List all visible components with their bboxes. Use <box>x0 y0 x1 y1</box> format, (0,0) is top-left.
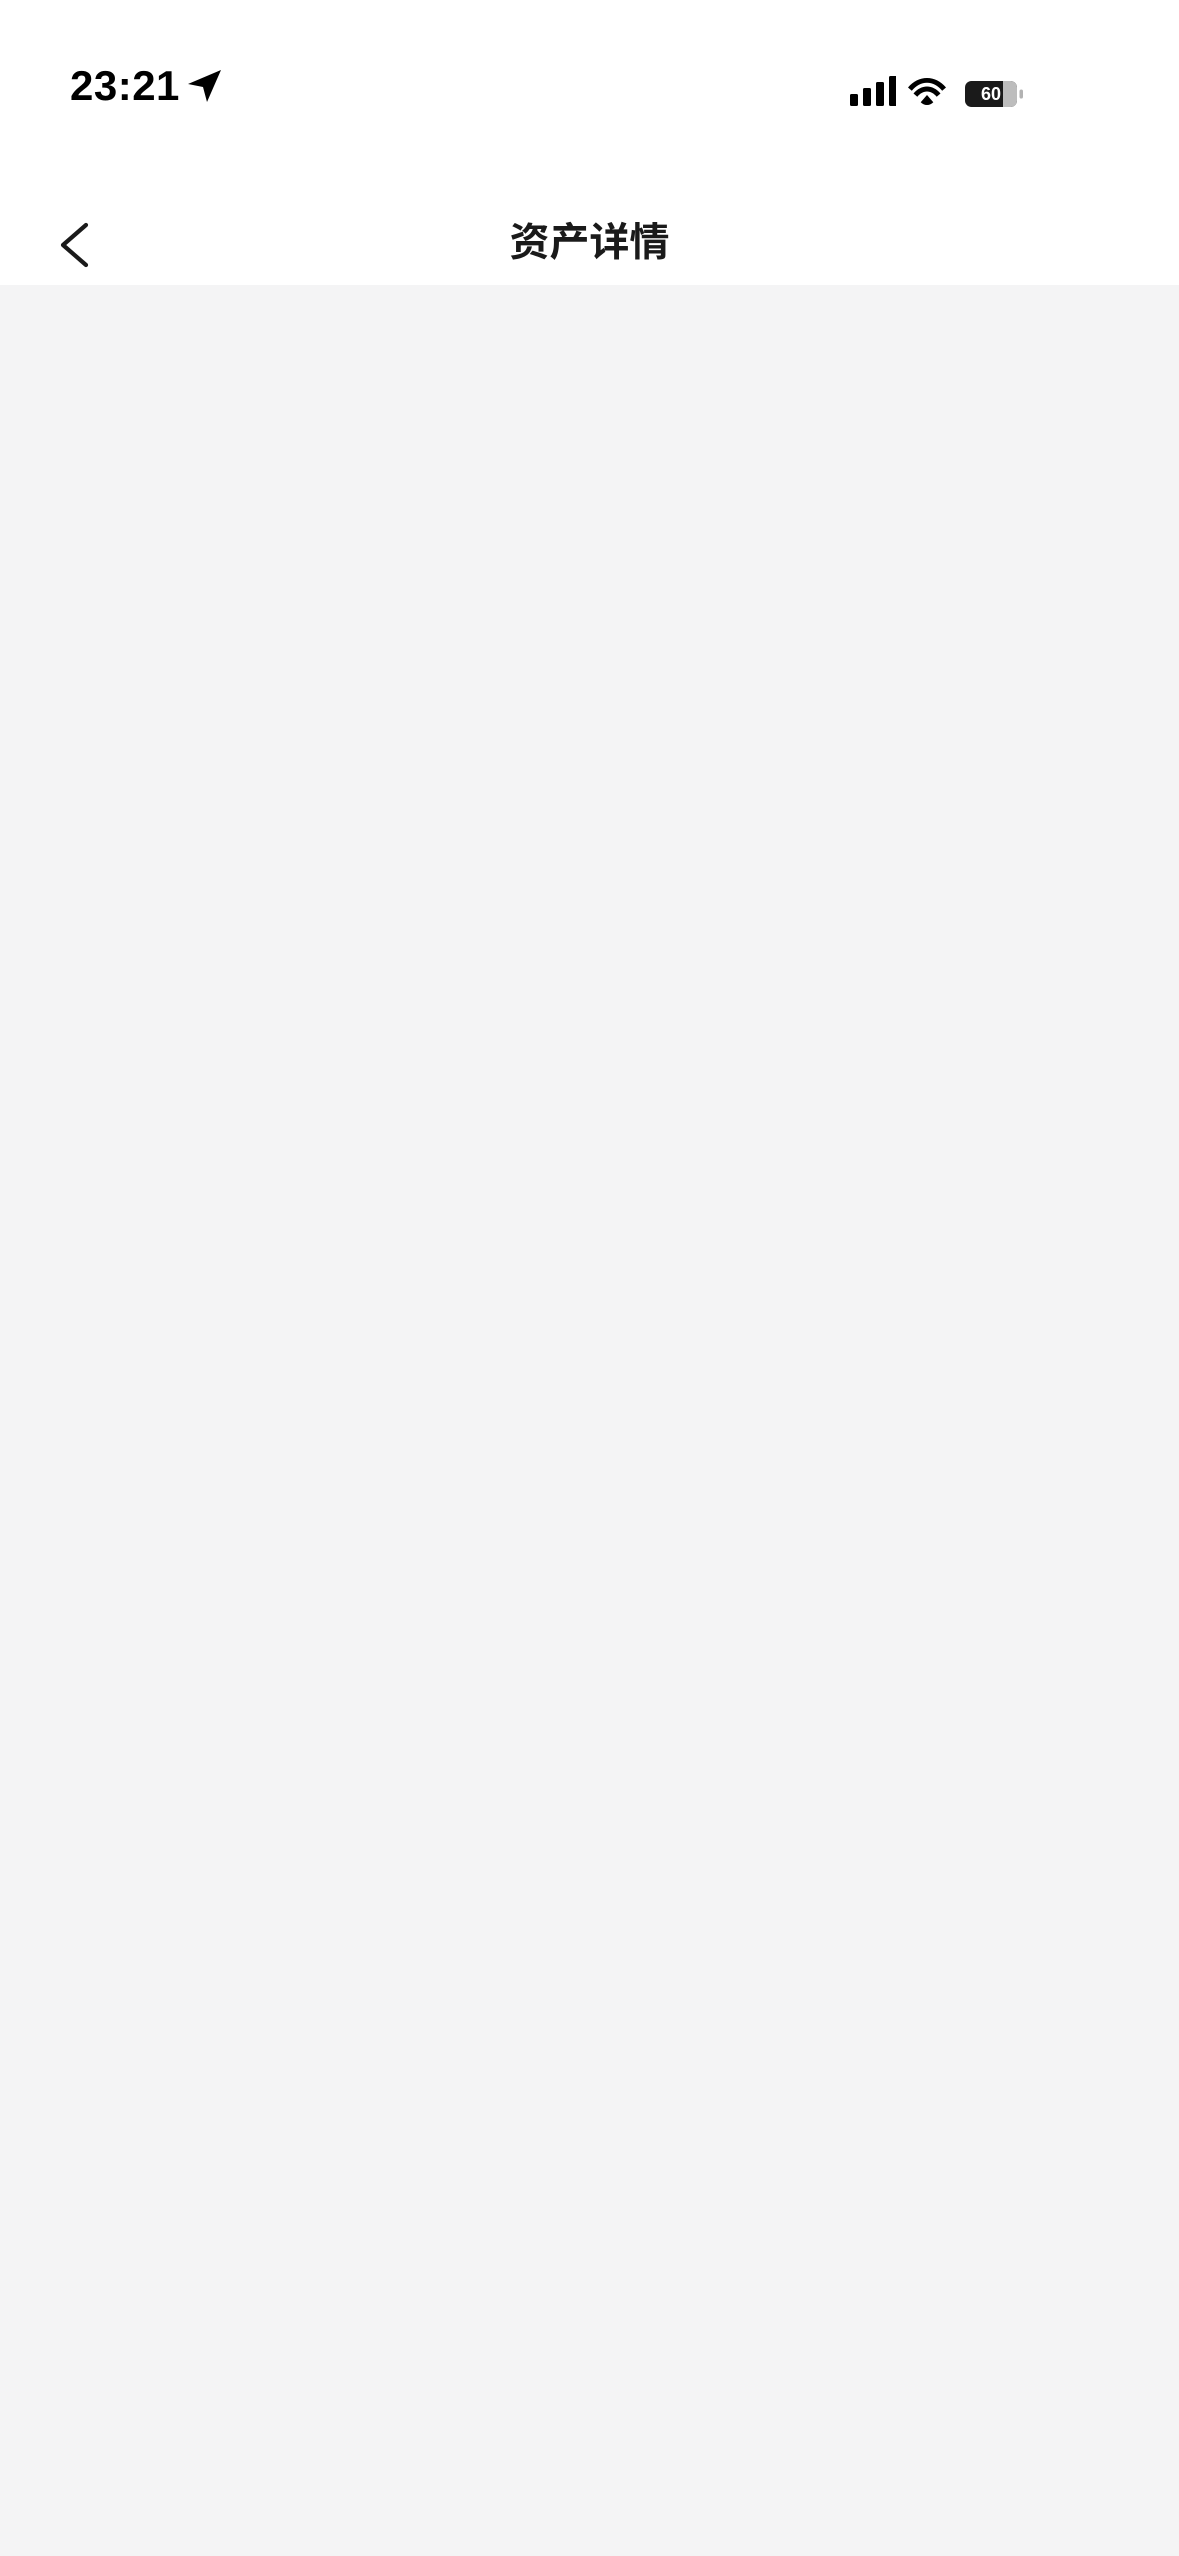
svg-text:60: 60 <box>981 84 1001 104</box>
